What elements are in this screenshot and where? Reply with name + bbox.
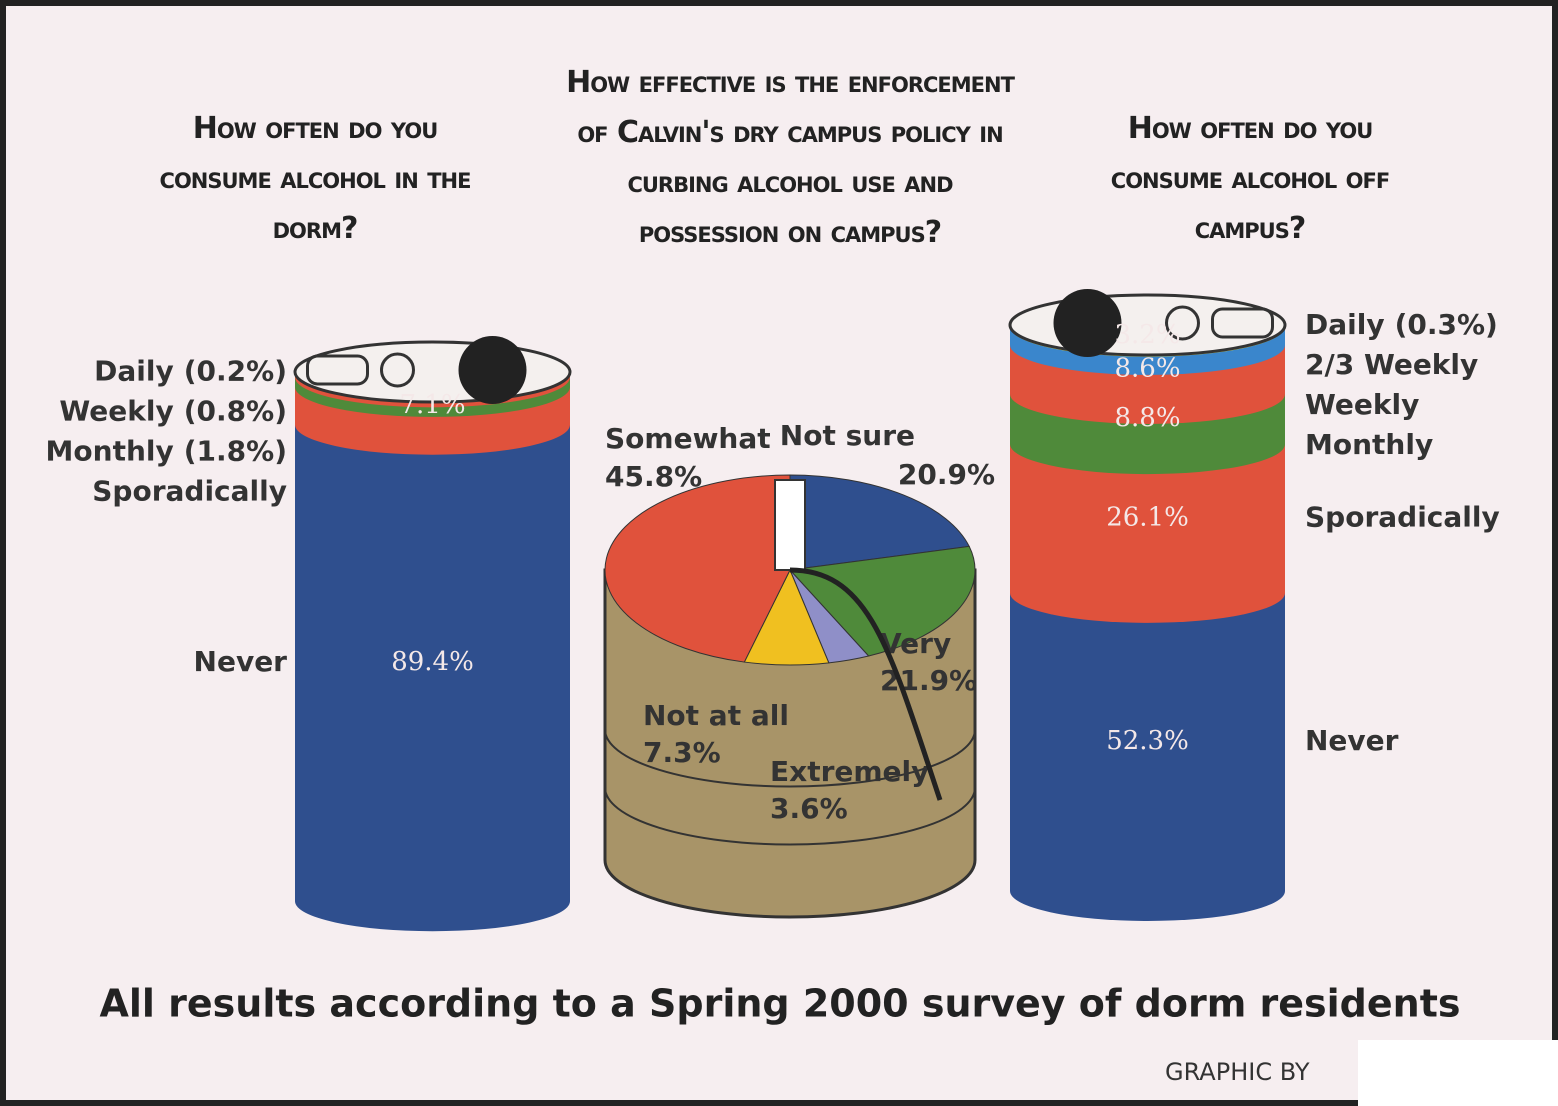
value-label: 3.6%	[770, 792, 848, 825]
value-label: 52.3%	[1106, 726, 1189, 756]
category-name: Sporadically	[1305, 501, 1500, 534]
value-label: (1.8%)	[184, 435, 287, 468]
category-name: 2/3 Weekly	[1305, 348, 1478, 381]
plug	[774, 479, 806, 571]
value-label: 3.2%	[1114, 320, 1180, 350]
category-label: Not at all	[643, 699, 789, 732]
category-name: Never	[1305, 724, 1399, 757]
title: How often do you consume alcohol off cam…	[1110, 111, 1390, 246]
value-label: 45.8%	[605, 460, 702, 493]
category-name: Daily	[1305, 308, 1385, 341]
category-label: Daily (0.3%)	[1305, 308, 1498, 341]
category-label: Somewhat	[605, 422, 771, 455]
cylinder-ring	[604, 729, 976, 788]
category-name: Monthly	[46, 435, 174, 468]
category-label: Weekly	[1305, 388, 1419, 421]
value-label: 8.8%	[1114, 403, 1180, 433]
value-label: 8.6%	[1114, 353, 1180, 383]
category-name: Weekly	[59, 395, 173, 428]
category-label: 2/3 Weekly	[1305, 348, 1478, 381]
category-name: Monthly	[1305, 428, 1433, 461]
category-label: Not sure	[780, 419, 915, 452]
category-label: Monthly	[1305, 428, 1433, 461]
category-label: Never	[1305, 724, 1399, 757]
category-label: Monthly (1.8%)	[46, 435, 287, 468]
value-label: 89.4%	[391, 647, 474, 677]
credit: GRAPHIC BY	[1165, 1058, 1310, 1086]
cylinder	[603, 568, 977, 919]
category-label: Sporadically	[1305, 501, 1500, 534]
category-label: Extremely	[770, 755, 929, 788]
title: How effective is the enforcement of Calv…	[566, 65, 1015, 250]
category-name: Never	[194, 645, 288, 678]
lid-tab	[380, 352, 415, 388]
cylinder-ring	[604, 787, 976, 846]
category-name: Weekly	[1305, 388, 1419, 421]
value-label: (0.8%)	[184, 395, 287, 428]
footer: All results according to a Spring 2000 s…	[99, 982, 1460, 1026]
lid-hole	[458, 336, 527, 404]
category-label: Daily (0.2%)	[94, 355, 287, 388]
lid-hole	[1053, 289, 1122, 357]
value-label: (0.2%)	[184, 355, 287, 388]
can-segment	[1010, 444, 1285, 623]
category-label: Sporadically	[92, 475, 287, 508]
title: How often do you consume alcohol in the …	[159, 111, 472, 246]
lid-tab	[1165, 305, 1200, 341]
pie-slice	[788, 545, 976, 657]
category-name: Daily	[94, 355, 174, 388]
cord	[789, 567, 943, 801]
pie-slice	[789, 474, 970, 571]
lid-tab	[1211, 307, 1274, 339]
category-name: Sporadically	[92, 475, 287, 508]
pie-slice	[604, 474, 791, 663]
category-label: Weekly (0.8%)	[59, 395, 287, 428]
can-segment	[1010, 592, 1285, 921]
category-label: Very	[880, 627, 951, 660]
value-label: 26.1%	[1106, 503, 1189, 533]
value-label: 7.3%	[643, 736, 721, 769]
blank-box	[1358, 1040, 1558, 1106]
lid-tab	[306, 354, 369, 386]
category-label: Never	[194, 645, 288, 678]
value-label: 7.1%	[399, 390, 465, 420]
can-segment	[295, 424, 570, 932]
value-label: (0.3%)	[1395, 308, 1498, 341]
value-label: 20.9%	[898, 458, 995, 491]
